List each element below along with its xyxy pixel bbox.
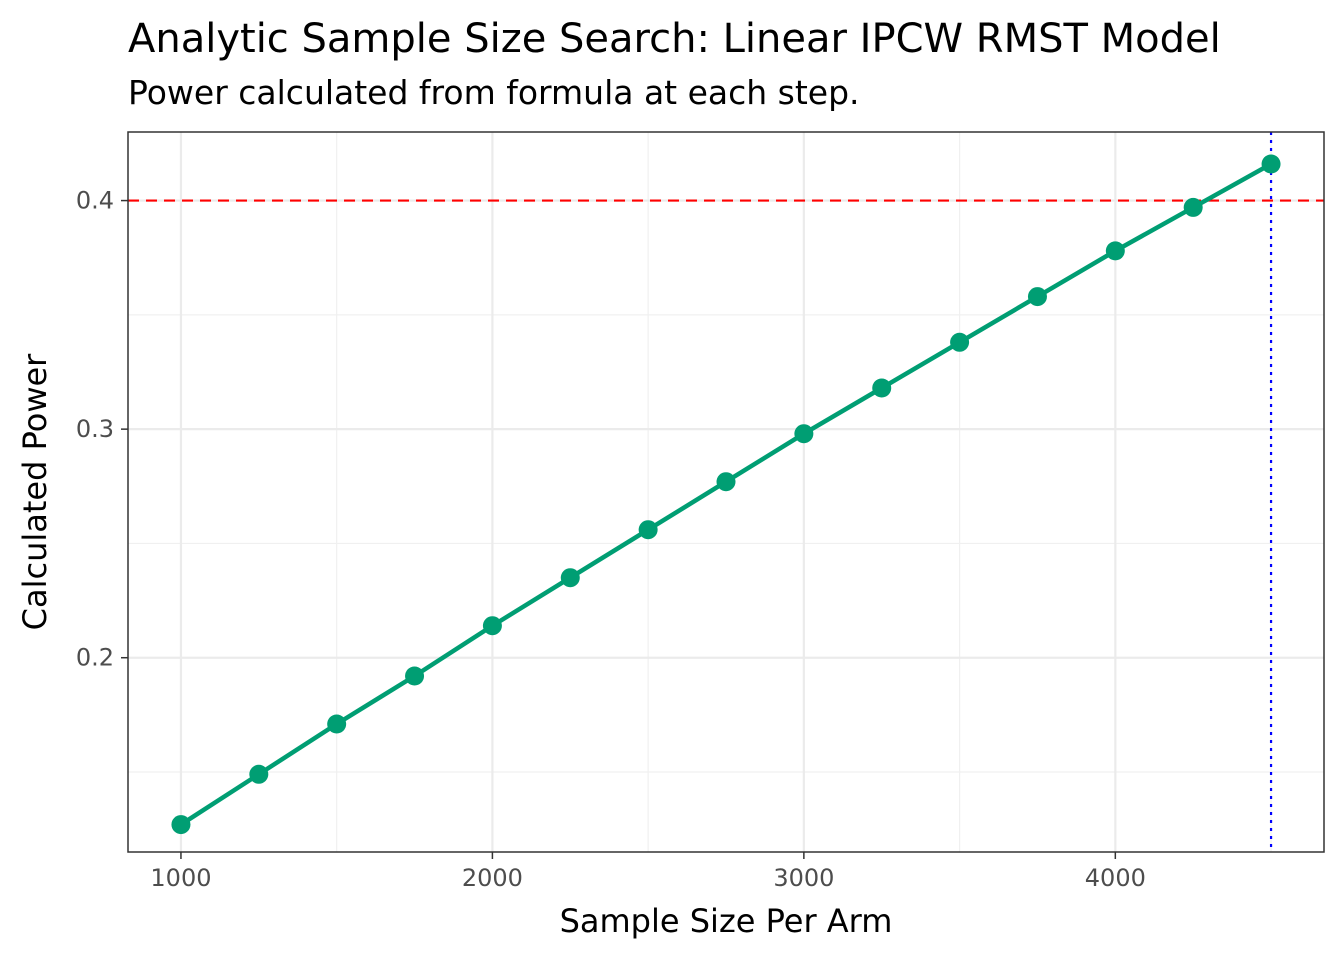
data-point (1261, 154, 1281, 174)
x-tick-label: 3000 (773, 864, 834, 892)
data-point (872, 378, 892, 398)
x-tick-label: 2000 (462, 864, 523, 892)
data-point (1027, 287, 1047, 307)
data-point (249, 764, 269, 784)
data-point (950, 332, 970, 352)
axes: 1000 2000 3000 4000 0.2 0.3 0.4 (76, 187, 1146, 892)
reference-lines (128, 132, 1324, 852)
y-tick-label: 0.4 (76, 187, 114, 215)
y-tick-label: 0.3 (76, 415, 114, 443)
plot-panel-border (127, 131, 1325, 853)
data-point (405, 666, 425, 686)
data-point (1183, 197, 1203, 217)
x-tick-label: 1000 (150, 864, 211, 892)
chart-title: Analytic Sample Size Search: Linear IPCW… (128, 16, 1221, 62)
chart-subtitle: Power calculated from formula at each st… (128, 73, 860, 112)
data-point (716, 472, 736, 492)
data-point (638, 520, 658, 540)
y-axis-title: Calculated Power (16, 353, 54, 631)
x-tick-label: 4000 (1085, 864, 1146, 892)
data-point (1105, 241, 1125, 261)
data-point (482, 616, 502, 636)
y-tick-label: 0.2 (76, 644, 114, 672)
data-point (171, 815, 191, 835)
data-point (794, 424, 814, 444)
x-axis-title: Sample Size Per Arm (560, 902, 893, 940)
data-point (560, 568, 580, 588)
series-layer (171, 154, 1281, 835)
data-point (327, 714, 347, 734)
